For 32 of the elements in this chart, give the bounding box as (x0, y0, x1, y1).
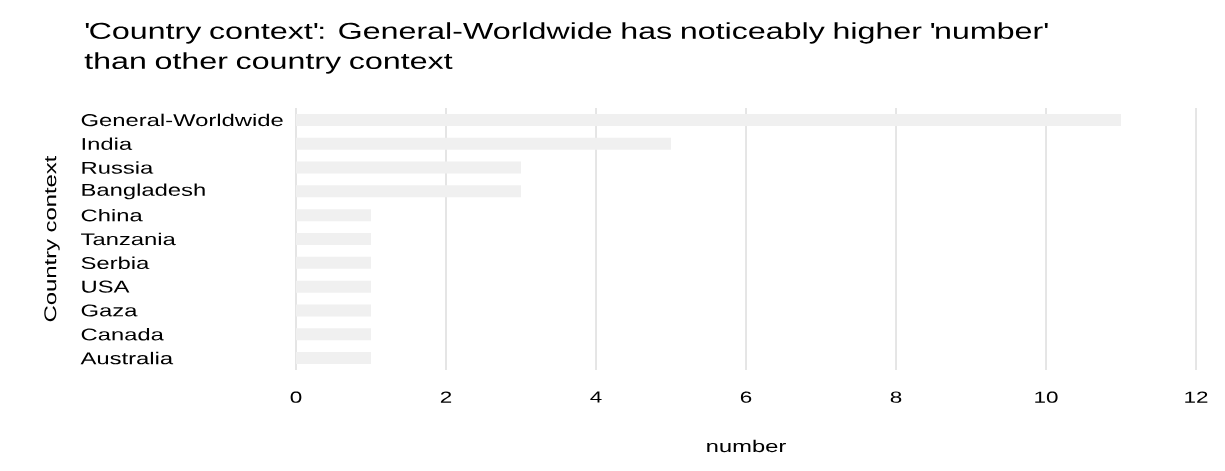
bar (296, 113, 1122, 126)
x-tick-label: 8 (890, 391, 902, 403)
y-tick-label: Bangladesh (82, 183, 205, 200)
x-tick-label: 6 (740, 391, 752, 403)
y-tick-label: Russia (82, 161, 154, 174)
bar (296, 328, 371, 341)
bar (296, 304, 371, 317)
bar (296, 352, 371, 365)
y-tick-label: Tanzania (81, 232, 176, 246)
bar (296, 209, 371, 222)
bar (296, 137, 672, 150)
y-tick-label: USA (82, 280, 130, 293)
x-tick-label: 12 (1185, 391, 1208, 403)
y-tick-label: General-Worldwide (81, 113, 283, 127)
bar (296, 161, 522, 174)
bar (296, 256, 371, 269)
y-tick-label: Australia (80, 351, 174, 365)
x-axis-title: number (707, 439, 786, 453)
chart-title: 'Country context': General-Worldwide has noticeably higher 'number' than other country context (84, 22, 1048, 74)
x-tick-label: 2 (440, 391, 452, 403)
y-tick-label: Serbia (81, 256, 150, 270)
y-tick-label: Gaza (81, 304, 138, 317)
x-tick-label: 0 (290, 391, 302, 403)
bar (296, 233, 371, 246)
y-tick-label: Canada (81, 328, 164, 341)
bar (296, 280, 371, 293)
y-axis-title: Country context (44, 155, 60, 322)
x-tick-label: 10 (1035, 391, 1058, 403)
bar (296, 185, 522, 198)
y-tick-label: India (82, 137, 133, 150)
x-tick-label: 4 (590, 391, 602, 403)
y-tick-label: China (81, 208, 143, 222)
